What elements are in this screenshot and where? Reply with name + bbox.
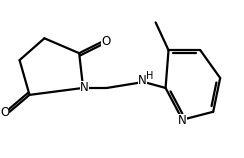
Text: N: N (80, 81, 89, 94)
Text: O: O (0, 106, 9, 119)
Text: N: N (138, 74, 147, 88)
Text: H: H (146, 71, 153, 81)
Text: O: O (101, 35, 111, 48)
Text: N: N (178, 114, 187, 127)
